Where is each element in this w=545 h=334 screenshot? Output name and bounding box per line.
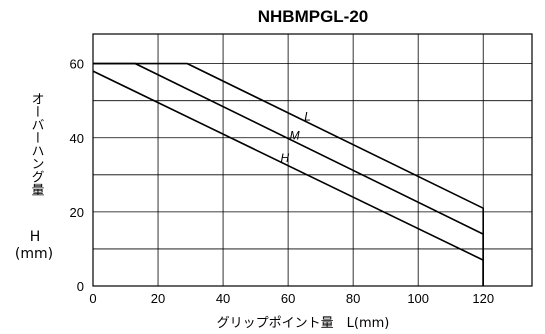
series-annotations: LMH — [281, 109, 311, 165]
x-axis-label: グリップポイント量 L(mm) — [217, 316, 390, 331]
x-tick-label: 120 — [472, 291, 494, 306]
y-tick-label: 20 — [70, 205, 84, 220]
y-axis-label: オーバーハング量 — [29, 92, 45, 196]
x-tick-label: 40 — [216, 291, 230, 306]
tick-labels: 0 20 40 60 80 100 120 0 20 40 60 — [70, 57, 495, 306]
x-tick-label: 20 — [151, 291, 165, 306]
y-axis-unit: (mm) — [15, 246, 53, 262]
y-axis-symbol: H — [30, 229, 41, 245]
series-label-l: L — [304, 109, 311, 123]
plot-frame — [92, 33, 533, 287]
x-tick-label: 80 — [346, 291, 360, 306]
series-label-m: M — [290, 129, 300, 143]
x-tick-label: 60 — [281, 291, 295, 306]
series-lines — [92, 62, 485, 286]
series-label-h: H — [281, 151, 290, 165]
y-tick-label: 60 — [70, 57, 84, 72]
x-tick-label: 100 — [407, 291, 429, 306]
grid — [92, 33, 533, 287]
y-tick-label: 40 — [70, 131, 84, 146]
chart-title: NHBMPGL-20 — [258, 7, 369, 26]
x-tick-label: 0 — [89, 291, 96, 306]
series-line-h — [92, 70, 485, 286]
y-tick-label: 0 — [77, 279, 84, 294]
